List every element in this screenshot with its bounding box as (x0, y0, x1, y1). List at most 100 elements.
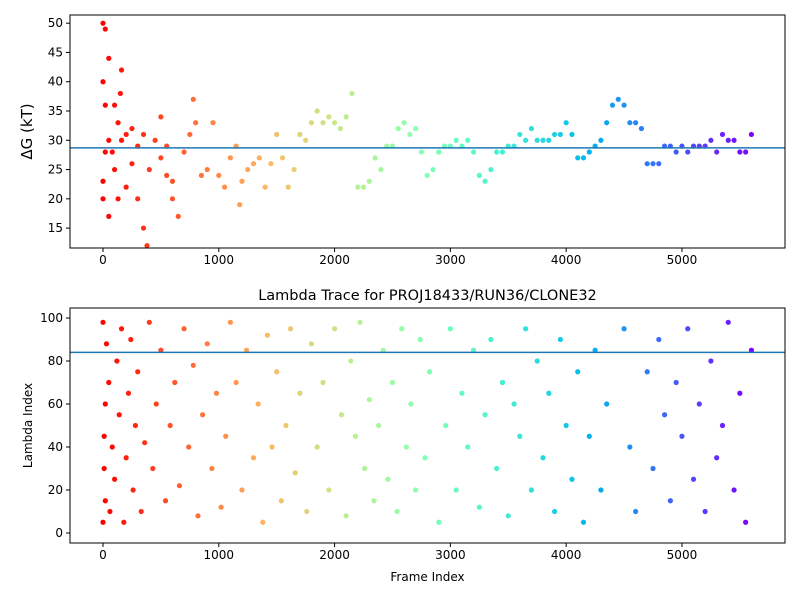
point (470, 347, 477, 353)
point (101, 433, 107, 439)
point (540, 455, 546, 461)
point (422, 455, 428, 461)
point (343, 513, 349, 519)
y-tick-label: 40 (48, 75, 63, 89)
point (389, 379, 396, 386)
point (403, 444, 409, 450)
point (100, 79, 106, 85)
point (239, 178, 245, 184)
point (291, 166, 297, 173)
y-axis-label: ΔG (kT) (18, 103, 36, 159)
point (604, 401, 610, 407)
point (169, 196, 176, 202)
y-tick-label: 35 (48, 104, 63, 118)
point (426, 369, 433, 375)
point (453, 137, 459, 143)
y-tick-label: 20 (48, 483, 63, 497)
point (517, 433, 523, 439)
point (714, 455, 720, 461)
point (563, 422, 569, 429)
point (337, 125, 343, 132)
point (100, 196, 106, 202)
point (135, 196, 141, 202)
point (482, 412, 488, 418)
point (135, 369, 141, 375)
point (297, 390, 303, 396)
point (482, 178, 488, 184)
x-tick-label: 5000 (667, 548, 698, 562)
point (569, 476, 575, 482)
point (349, 90, 355, 97)
point (401, 120, 407, 126)
point (343, 114, 349, 120)
point (395, 125, 401, 132)
point (164, 172, 170, 179)
x-tick-label: 0 (99, 253, 107, 267)
point (621, 102, 627, 108)
point (221, 184, 228, 190)
point (175, 213, 181, 219)
point (103, 341, 110, 347)
point (436, 149, 442, 155)
point (743, 519, 749, 525)
point (198, 172, 205, 179)
point (650, 161, 656, 167)
point (331, 326, 338, 332)
point (106, 55, 112, 61)
point (494, 149, 500, 155)
point (338, 412, 345, 418)
point (575, 155, 581, 161)
point (256, 155, 262, 161)
y-tick-label: 50 (48, 16, 63, 30)
point (644, 161, 650, 167)
point (557, 336, 563, 343)
point (101, 465, 107, 472)
point (609, 102, 616, 108)
point (540, 137, 546, 143)
point (187, 131, 193, 138)
point (106, 137, 112, 143)
point (210, 120, 216, 126)
point (118, 137, 125, 143)
point (465, 137, 471, 143)
point (644, 369, 650, 375)
x-tick-label: 3000 (435, 548, 466, 562)
point (181, 149, 187, 155)
point (366, 397, 372, 403)
point (233, 379, 239, 386)
x-tick-label: 2000 (319, 548, 350, 562)
point (100, 319, 106, 325)
point (107, 508, 113, 515)
x-tick-label: 2000 (319, 253, 350, 267)
point (748, 131, 755, 138)
point (268, 161, 274, 167)
point (304, 508, 310, 515)
point (142, 440, 148, 446)
point (292, 470, 298, 476)
point (223, 433, 229, 439)
point (111, 476, 118, 482)
point (673, 379, 679, 386)
point (719, 131, 726, 138)
point (447, 326, 453, 332)
point (546, 390, 552, 396)
point (314, 108, 320, 114)
point (314, 444, 320, 450)
point (399, 326, 405, 332)
point (102, 26, 108, 32)
point (443, 422, 449, 429)
point (250, 455, 257, 461)
point (111, 166, 118, 173)
point (102, 102, 108, 108)
point (465, 444, 471, 450)
point (737, 390, 743, 396)
point (326, 487, 332, 493)
point (115, 196, 121, 202)
point (436, 519, 442, 525)
axes-frame (69, 307, 786, 544)
point (737, 149, 743, 155)
point (129, 161, 135, 167)
chart-title: Lambda Trace for PROJ18433/RUN36/CLONE32 (258, 288, 597, 304)
point (123, 184, 129, 190)
